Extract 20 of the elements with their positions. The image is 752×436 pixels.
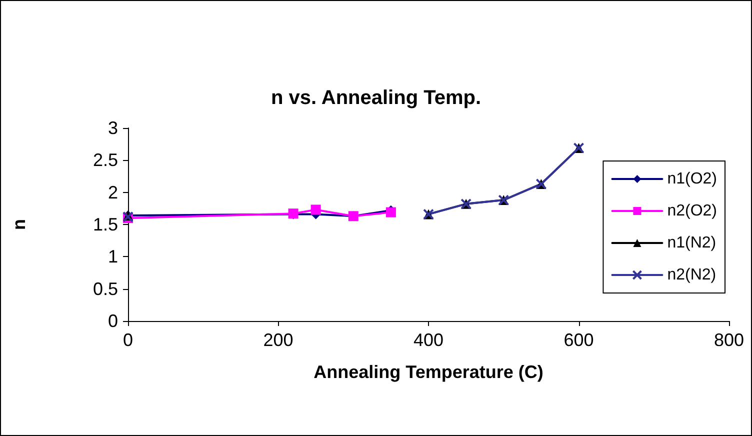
y-tick-label: 1.5 [92, 214, 118, 234]
y-tick-label: 2 [108, 182, 118, 202]
x-tick-label: 800 [714, 330, 744, 350]
point [310, 204, 321, 215]
y-axis-title: n [9, 219, 29, 230]
legend-label: n1(O2) [667, 170, 717, 188]
chart-title: n vs. Annealing Temp. [270, 87, 482, 109]
y-tick-label: 3 [108, 118, 118, 138]
y-tick-label: 0.5 [92, 278, 118, 299]
x-tick-label: 400 [413, 330, 444, 350]
x-tick-label: 0 [122, 330, 134, 350]
y-tick-label: 1 [108, 246, 118, 267]
legend-label: n1(N2) [667, 234, 716, 252]
legend-label: n2(O2) [667, 202, 717, 220]
y-tick-label: 2.5 [92, 150, 118, 170]
x-tick-label: 600 [564, 330, 594, 350]
x-axis-title: Annealing Temperature (C) [314, 362, 544, 382]
x-tick-label: 200 [263, 330, 294, 350]
legend-label: n2(N2) [667, 266, 716, 284]
y-tick-label: 0 [108, 311, 118, 331]
